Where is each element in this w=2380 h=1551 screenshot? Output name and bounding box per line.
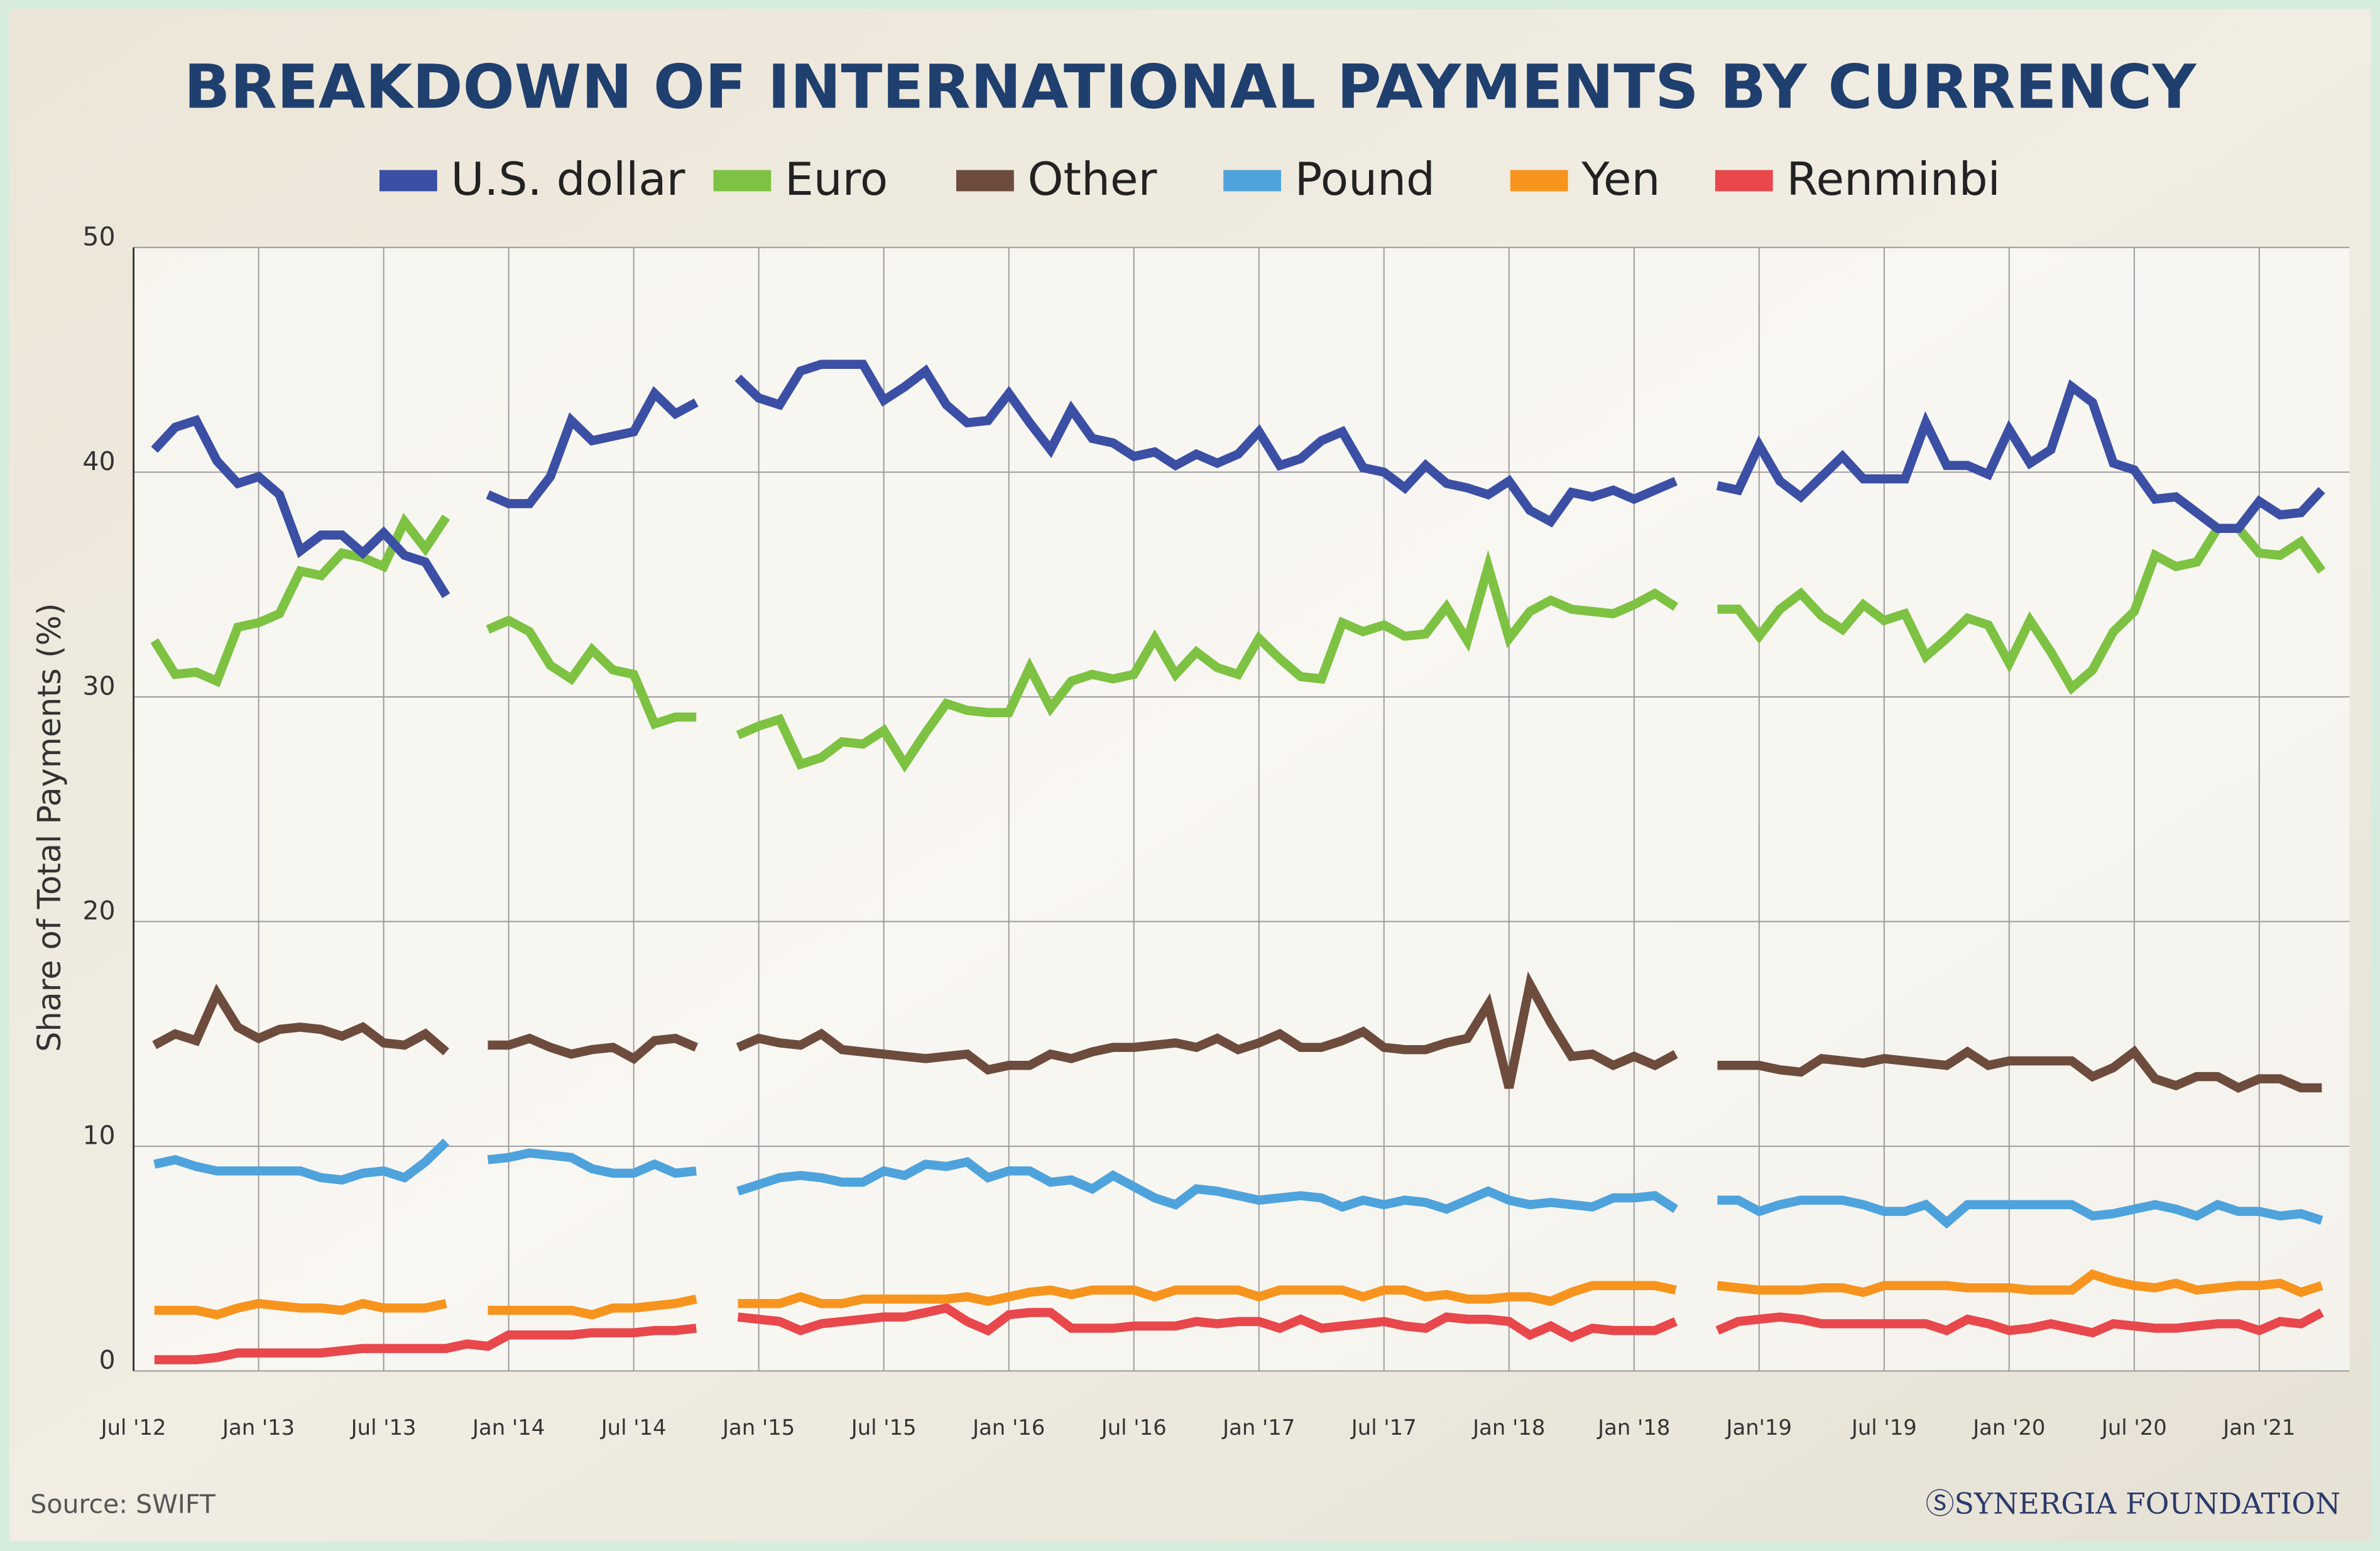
data-line bbox=[152, 971, 2322, 1093]
y-tick-label: 0 bbox=[99, 1345, 115, 1375]
data-line bbox=[154, 1303, 2324, 1364]
x-tick-label: Jan'19 bbox=[1725, 1415, 1792, 1440]
legend-swatch bbox=[379, 170, 437, 192]
data-line bbox=[151, 359, 2325, 598]
x-tick-label: Jul '16 bbox=[1100, 1415, 1167, 1440]
legend-label: Euro bbox=[785, 153, 888, 206]
x-tick-label: Jan '14 bbox=[471, 1415, 545, 1440]
legend-swatch bbox=[1223, 170, 1281, 192]
x-tick-label: Jul '12 bbox=[100, 1415, 166, 1440]
x-tick-label: Jan '16 bbox=[971, 1415, 1045, 1440]
x-tick-label: Jul '14 bbox=[600, 1415, 667, 1440]
x-tick-label: Jan '15 bbox=[721, 1415, 795, 1440]
plot-area bbox=[133, 247, 2350, 1371]
legend-label: Yen bbox=[1581, 153, 1660, 206]
legend-swatch bbox=[1510, 170, 1568, 192]
x-tick-label: Jul '20 bbox=[2100, 1415, 2167, 1440]
x-tick-label: Jul '13 bbox=[350, 1415, 417, 1440]
legend-label: Pound bbox=[1295, 153, 1435, 206]
y-tick-label: 40 bbox=[82, 446, 115, 476]
data-line bbox=[154, 1269, 2323, 1320]
x-tick-label: Jan '17 bbox=[1221, 1415, 1295, 1440]
x-tick-label: Jan '13 bbox=[221, 1415, 295, 1440]
legend-label: Renminbi bbox=[1786, 153, 2000, 206]
y-tick-label: 10 bbox=[82, 1120, 115, 1150]
legend-label: Other bbox=[1028, 153, 1157, 206]
y-tick-label: 30 bbox=[82, 671, 115, 701]
x-tick-label: Jan '20 bbox=[1972, 1415, 2045, 1440]
y-axis-label: Share of Total Payments (%) bbox=[31, 603, 68, 1051]
credit: ⓈSYNERGIA FOUNDATION bbox=[1926, 1486, 2341, 1520]
data-line bbox=[150, 513, 2326, 773]
x-tick-label: Jan '18 bbox=[1471, 1415, 1545, 1440]
x-tick-label: Jan '18 bbox=[1597, 1415, 1670, 1440]
legend-label: U.S. dollar bbox=[450, 153, 685, 206]
legend-swatch bbox=[956, 170, 1014, 192]
y-tick-label: 50 bbox=[82, 221, 115, 251]
y-tick-label: 20 bbox=[82, 896, 115, 926]
chart-title: BREAKDOWN OF INTERNATIONAL PAYMENTS BY C… bbox=[184, 51, 2197, 122]
x-tick-label: Jul '17 bbox=[1350, 1415, 1417, 1440]
source: Source: SWIFT bbox=[30, 1489, 216, 1519]
legend-swatch bbox=[713, 170, 772, 192]
legend-swatch bbox=[1715, 170, 1773, 192]
x-tick-label: Jul '19 bbox=[1850, 1415, 1917, 1440]
x-tick-label: Jul '15 bbox=[850, 1415, 917, 1440]
x-tick-label: Jan '21 bbox=[2222, 1415, 2295, 1440]
data-line bbox=[153, 1138, 2323, 1229]
